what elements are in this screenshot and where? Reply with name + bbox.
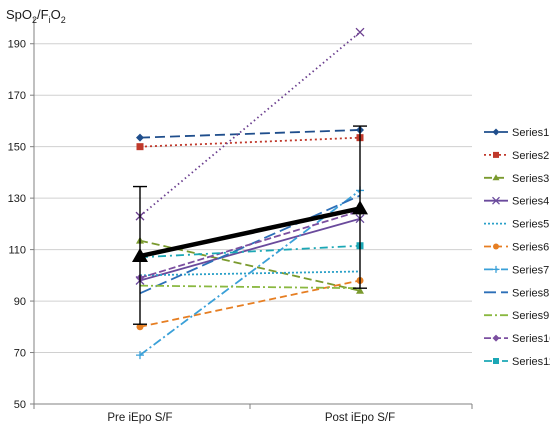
series-line xyxy=(139,31,361,217)
series-5 xyxy=(139,270,361,277)
series-point xyxy=(136,351,144,360)
series-12 xyxy=(135,27,365,221)
series-9 xyxy=(139,284,361,290)
legend-label: Series1 xyxy=(512,127,549,139)
legend-label: Series3 xyxy=(512,173,549,185)
mean-line xyxy=(139,206,361,259)
legend-item: Series2 xyxy=(484,150,549,162)
mean-point xyxy=(132,248,148,263)
legend-label: Series8 xyxy=(512,287,549,299)
y-tick-label: 50 xyxy=(14,399,26,411)
legend-item: Series5 xyxy=(484,219,549,231)
legend-label: Series5 xyxy=(512,219,549,231)
legend-label: Series6 xyxy=(512,242,549,254)
y-title-sub: 2 xyxy=(32,15,37,25)
y-title-part: /F xyxy=(37,7,49,22)
y-tick-label: 130 xyxy=(8,193,26,205)
series-point xyxy=(355,27,365,37)
y-tick-label: 110 xyxy=(8,245,26,257)
series-line xyxy=(139,284,361,290)
series-point xyxy=(136,143,144,151)
legend-marker xyxy=(492,265,500,273)
legend-item: Series10 xyxy=(484,333,550,345)
legend-item: Series9 xyxy=(484,310,549,322)
legend-label: Series2 xyxy=(512,150,549,162)
legend-item: Series6 xyxy=(484,242,549,254)
legend-marker xyxy=(493,243,499,250)
y-tick-label: 90 xyxy=(14,296,26,308)
legend-label: Series10 xyxy=(512,333,550,345)
legend-label: Series9 xyxy=(512,310,549,322)
legend-label: Series7 xyxy=(512,264,549,276)
legend-marker xyxy=(492,334,500,342)
series-point xyxy=(356,286,364,294)
y-axis-title: SpO2/FiO2 xyxy=(6,7,66,25)
legend-label: Series4 xyxy=(512,196,549,208)
series-line xyxy=(139,210,361,279)
legend-marker xyxy=(493,151,499,158)
y-tick-label: 70 xyxy=(14,348,26,360)
y-title-sub: i xyxy=(49,15,51,25)
y-title-part: O xyxy=(51,7,61,22)
y-title-sub: 2 xyxy=(61,15,66,25)
legend-item: Series7 xyxy=(484,264,549,276)
series-line xyxy=(139,136,361,148)
series-6 xyxy=(136,276,364,331)
y-tick-label: 170 xyxy=(8,90,26,102)
series-line xyxy=(139,217,361,282)
legend-marker xyxy=(492,174,500,181)
legend-item: Series4 xyxy=(484,196,549,208)
series-line xyxy=(139,270,361,277)
series-point xyxy=(136,133,144,142)
mean-point xyxy=(352,200,368,215)
legend-item: Series8 xyxy=(484,287,549,299)
y-tick-label: 150 xyxy=(8,142,26,154)
series-1 xyxy=(136,125,364,142)
series-point xyxy=(136,323,144,331)
legend-item: Series1 xyxy=(484,127,549,139)
series-line xyxy=(139,244,361,259)
y-title-part: SpO xyxy=(6,7,32,22)
series-line xyxy=(139,129,361,139)
legend-item: Series11 xyxy=(484,356,550,368)
legend-marker xyxy=(492,128,500,136)
y-tick-label: 190 xyxy=(8,39,26,51)
legend-marker xyxy=(493,358,499,364)
legend-label: Series11 xyxy=(512,356,550,368)
legend-marker xyxy=(492,196,500,205)
legend-item: Series3 xyxy=(484,173,549,185)
x-category-label: Pre iEpo S/F xyxy=(107,412,172,424)
series-10 xyxy=(136,207,364,282)
x-category-label: Post iEpo S/F xyxy=(325,412,395,424)
